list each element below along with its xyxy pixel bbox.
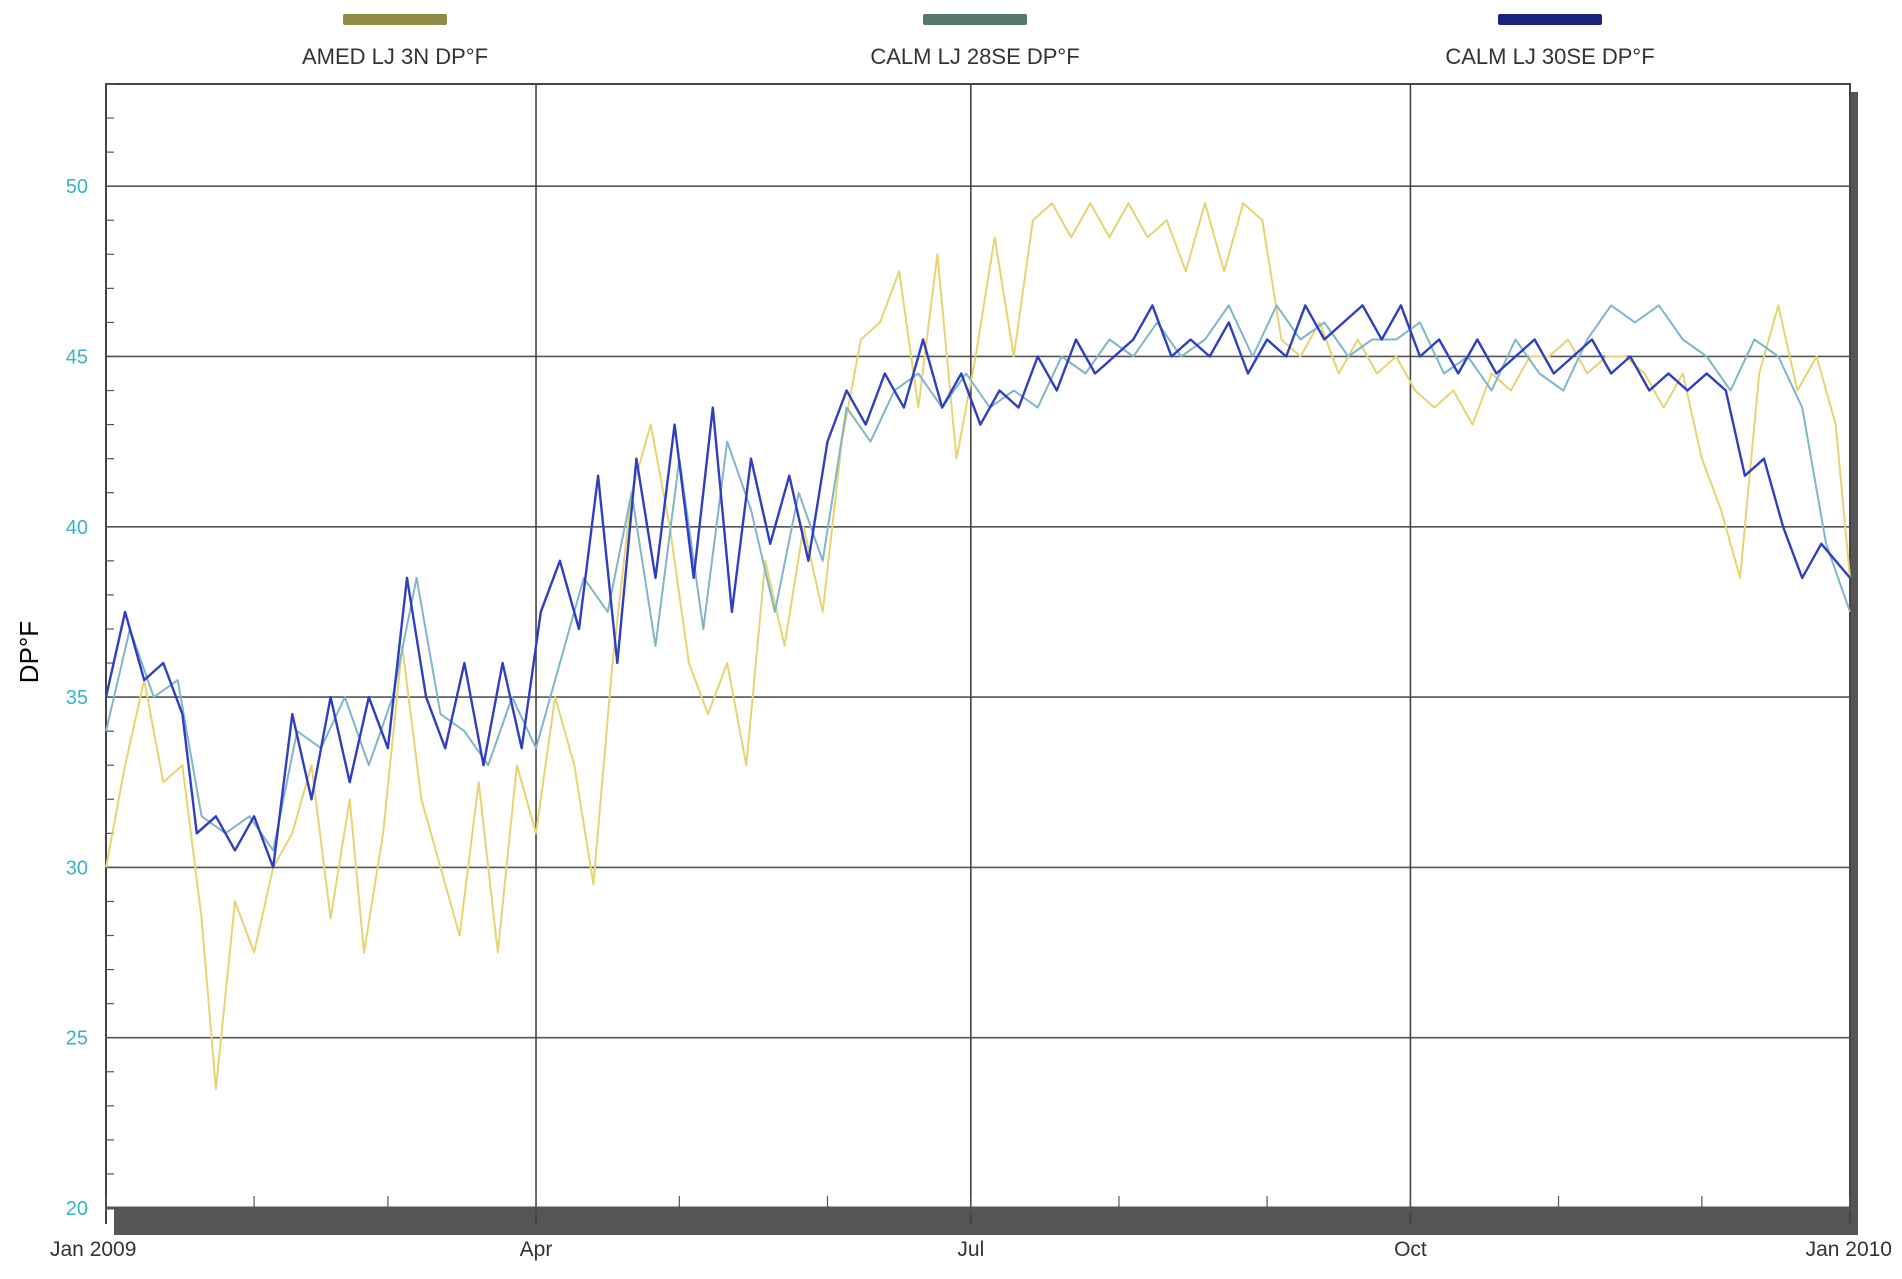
series-line-3 (104, 304, 1851, 869)
x-tick-label: Jan 2010 (1806, 1238, 1892, 1261)
axis-labels: 20 25 30 35 40 45 50 Jan 2009 Apr Jul Oct Jan 2010 (50, 176, 1892, 1261)
x-tick-label: Apr (520, 1238, 553, 1261)
y-tick-label: 40 (66, 517, 88, 539)
x-tick-label: Jan 2009 (50, 1238, 136, 1261)
y-tick-label: 50 (66, 176, 88, 198)
legend-label: CALM LJ 28SE DP°F (870, 44, 1079, 69)
y-tick-label: 25 (66, 1028, 88, 1050)
y-tick-label: 20 (66, 1198, 88, 1220)
legend-label: AMED LJ 3N DP°F (302, 44, 488, 69)
y-tick-label: 35 (66, 687, 88, 709)
y-tick-label: 45 (66, 346, 88, 368)
minor-ticks (105, 83, 1851, 1224)
grid (106, 84, 1850, 1210)
legend-swatch (343, 14, 447, 25)
x-tick-label: Oct (1394, 1238, 1427, 1261)
series-line-1 (105, 202, 1851, 1090)
legend-swatch (1498, 14, 1602, 25)
series-lines (104, 202, 1851, 1090)
legend-swatch (923, 14, 1027, 25)
y-axis-title: DP°F (14, 621, 44, 683)
plot-area (105, 83, 1851, 1209)
x-tick-label: Jul (957, 1238, 984, 1261)
y-tick-label: 30 (66, 857, 88, 879)
legend-label: CALM LJ 30SE DP°F (1445, 44, 1654, 69)
legend: AMED LJ 3N DP°F CALM LJ 28SE DP°F CALM LJ … (302, 14, 1655, 69)
